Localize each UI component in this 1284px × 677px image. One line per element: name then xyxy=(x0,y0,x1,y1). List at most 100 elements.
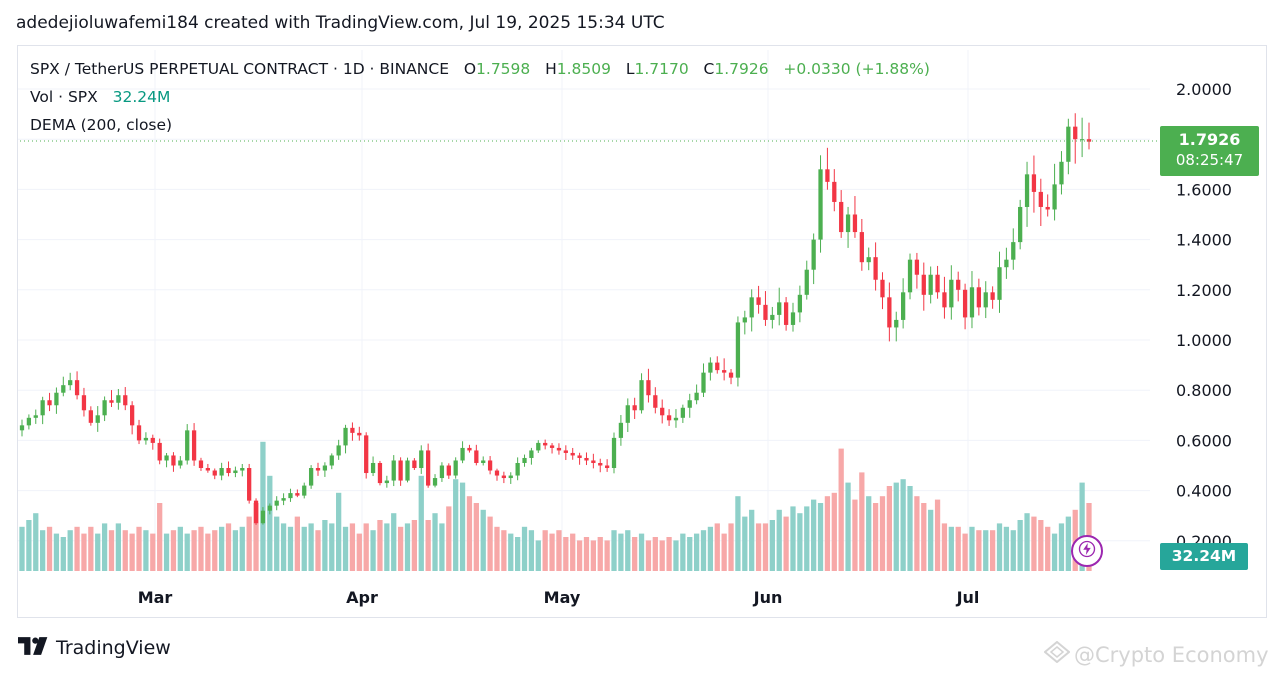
candle-body xyxy=(894,319,899,328)
lightning-bolt-icon xyxy=(1078,540,1096,562)
candle-body xyxy=(976,287,981,308)
candle-body xyxy=(508,475,513,479)
candle-body xyxy=(790,312,796,325)
candle-body xyxy=(74,380,80,396)
volume-bar xyxy=(859,472,865,571)
candle-body xyxy=(274,500,279,506)
candle-body xyxy=(708,362,713,373)
time-tick-label: Mar xyxy=(138,588,173,607)
candle-body xyxy=(219,468,224,476)
volume-bar xyxy=(136,526,142,571)
volume-bar xyxy=(198,526,204,571)
low-value: 1.7170 xyxy=(634,60,689,78)
volume-bar xyxy=(749,509,755,571)
candle-body xyxy=(763,304,768,320)
candle-body xyxy=(928,274,933,295)
volume-bar xyxy=(955,526,961,571)
volume-bar xyxy=(645,540,652,571)
candle-body xyxy=(666,415,672,421)
volume-bar xyxy=(989,530,996,571)
volume-bar xyxy=(466,496,473,571)
candle-body xyxy=(694,392,699,401)
candle-body xyxy=(584,457,589,461)
volume-bar xyxy=(143,530,149,571)
volume-label[interactable]: Vol · SPX xyxy=(30,88,98,106)
candle-body xyxy=(1079,139,1085,141)
candle-body xyxy=(687,400,692,408)
candle-body xyxy=(549,445,555,448)
volume-bar xyxy=(53,533,60,571)
chart-frame xyxy=(17,45,1267,618)
candle-body xyxy=(949,279,954,308)
candle-body xyxy=(453,460,458,476)
tradingview-logo[interactable]: TradingView xyxy=(18,637,171,659)
candle-body xyxy=(1045,206,1050,210)
candlesticks xyxy=(19,113,1092,525)
volume-bar xyxy=(60,537,66,571)
time-tick-label: Jun xyxy=(753,588,783,607)
high-label: H xyxy=(545,60,557,78)
volume-bar xyxy=(845,482,851,571)
candle-body xyxy=(136,425,142,441)
candle-body xyxy=(370,462,376,474)
volume-bar xyxy=(776,509,782,571)
candle-body xyxy=(474,450,479,463)
lightning-bolt-button[interactable] xyxy=(1071,535,1103,567)
candle-body xyxy=(962,289,968,318)
volume-bar xyxy=(983,530,989,571)
volume-bar xyxy=(996,523,1003,571)
candle-body xyxy=(653,395,658,408)
candle-body xyxy=(247,468,252,501)
candle-body xyxy=(646,380,651,396)
volume-bar xyxy=(914,496,920,571)
candle-body xyxy=(660,407,665,416)
volume-bar xyxy=(377,520,383,571)
volume-bar xyxy=(597,537,603,571)
volume-bar xyxy=(26,520,32,571)
candle-body xyxy=(825,169,830,182)
symbol-label[interactable]: SPX / TetherUS PERPETUAL CONTRACT · 1D ·… xyxy=(30,60,450,78)
volume-bar xyxy=(673,540,679,571)
indicator-label[interactable]: DEMA (200, close) xyxy=(30,116,173,134)
indicator-legend: DEMA (200, close) xyxy=(30,116,172,134)
close-label: C xyxy=(703,60,715,78)
volume-bar xyxy=(611,530,617,571)
volume-bar xyxy=(67,530,73,571)
candle-body xyxy=(288,493,293,499)
candle-body xyxy=(1052,184,1057,210)
volume-bar xyxy=(1051,533,1058,571)
time-tick-label: Jul xyxy=(956,588,980,607)
volume-bar xyxy=(101,523,108,571)
volume-bar xyxy=(336,492,342,571)
volume-bar xyxy=(88,526,94,571)
volume-bar xyxy=(590,540,596,571)
candle-body xyxy=(157,442,162,461)
candle-body xyxy=(171,455,176,466)
volume-bar xyxy=(150,533,156,571)
tradingview-brand: TradingView xyxy=(56,637,171,659)
candle-body xyxy=(901,292,906,320)
volume-bar xyxy=(1038,520,1044,571)
volume-bar xyxy=(632,537,638,571)
candle-body xyxy=(832,181,837,202)
candle-body xyxy=(722,370,727,373)
candle-body xyxy=(818,169,823,240)
volume-bar xyxy=(349,523,356,571)
candle-body xyxy=(40,400,45,416)
candle-body xyxy=(536,442,541,451)
candle-body xyxy=(143,437,149,441)
volume-bar xyxy=(542,530,548,571)
volume-bar xyxy=(811,499,817,571)
price-tick-label: 0.8000 xyxy=(1176,381,1232,400)
price-tick-label: 0.4000 xyxy=(1176,482,1232,501)
candle-body xyxy=(522,457,527,463)
high-value: 1.8509 xyxy=(556,60,611,78)
volume-bar xyxy=(693,533,700,571)
volume-bar xyxy=(329,523,335,571)
candle-body xyxy=(267,505,272,511)
volume-bar xyxy=(391,513,397,571)
volume-bar xyxy=(225,523,232,571)
candle-body xyxy=(1066,126,1071,162)
volume-bar xyxy=(941,523,948,571)
